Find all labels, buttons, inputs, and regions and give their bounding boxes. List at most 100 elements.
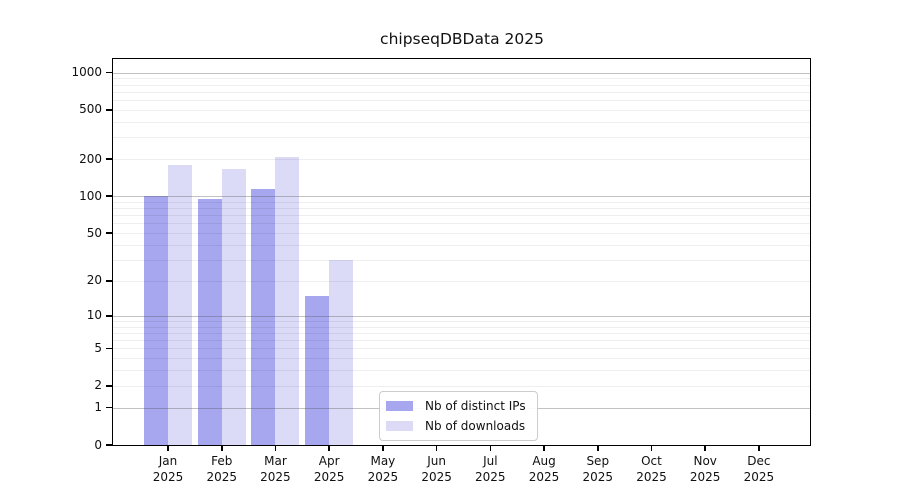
gridline-major-10 — [113, 315, 811, 317]
x-tick-year: 2025 — [689, 470, 721, 484]
x-tick-label-oct: Oct 2025 — [619, 453, 683, 485]
x-tick-mark-nov — [704, 445, 706, 451]
bar-apr-distinct-ips — [305, 295, 330, 445]
y-tick-mark-0 — [106, 444, 112, 446]
gridline-minor — [113, 340, 811, 342]
x-tick-mark-apr — [328, 445, 330, 451]
x-tick-month: May — [370, 454, 396, 468]
y-tick-label-0: 0 — [94, 437, 102, 452]
gridline-minor — [113, 84, 811, 86]
y-tick-mark-200 — [106, 158, 112, 160]
x-tick-label-sep: Sep 2025 — [566, 453, 630, 485]
gridline-minor — [113, 326, 811, 328]
x-tick-month: Aug — [532, 454, 556, 468]
x-tick-label-feb: Feb 2025 — [190, 453, 254, 485]
x-tick-month: Oct — [641, 454, 662, 468]
gridline-major-1000 — [113, 72, 811, 74]
x-tick-month: Jun — [427, 454, 446, 468]
gridline-minor — [113, 244, 811, 246]
x-tick-mark-mar — [274, 445, 277, 451]
bar-apr-downloads — [329, 259, 354, 445]
legend-item-distinct-ips: Nb of distinct IPs — [386, 399, 526, 413]
y-tick-mark-50 — [106, 232, 112, 234]
bar-feb-distinct-ips — [197, 198, 222, 445]
legend-label-distinct-ips: Nb of distinct IPs — [425, 399, 526, 413]
legend-swatch-distinct-ips-icon — [386, 401, 413, 411]
x-tick-year: 2025 — [152, 470, 184, 484]
x-tick-label-jul: Jul 2025 — [458, 453, 522, 485]
y-tick-label-100: 100 — [79, 188, 102, 203]
legend-swatch-downloads-icon — [386, 421, 413, 431]
gridline-minor — [113, 332, 811, 334]
y-tick-label-10: 10 — [86, 308, 102, 323]
x-tick-year: 2025 — [206, 470, 237, 484]
y-tick-mark-1 — [106, 406, 112, 409]
gridline-minor — [113, 223, 811, 225]
y-tick-mark-10 — [106, 314, 112, 317]
x-tick-label-jan: Jan 2025 — [136, 453, 200, 485]
y-tick-label-1000: 1000 — [71, 65, 102, 80]
legend-label-downloads: Nb of downloads — [425, 419, 526, 433]
x-tick-mark-jun — [435, 445, 438, 451]
x-tick-mark-sep — [596, 445, 599, 451]
gridline-minor — [113, 109, 811, 111]
x-tick-label-may: May 2025 — [351, 453, 415, 485]
y-tick-mark-20 — [106, 280, 112, 282]
x-tick-mark-oct — [650, 445, 653, 451]
gridline-minor — [113, 137, 811, 139]
x-tick-label-aug: Aug 2025 — [512, 453, 576, 485]
y-tick-label-50: 50 — [86, 225, 102, 240]
y-tick-mark-500 — [106, 109, 112, 111]
x-tick-mark-aug — [543, 445, 545, 451]
gridline-minor — [113, 348, 811, 350]
gridline-minor — [113, 259, 811, 261]
x-tick-month: Nov — [693, 454, 717, 468]
x-tick-month: Jan — [158, 454, 178, 468]
x-tick-year: 2025 — [313, 470, 345, 484]
x-tick-mark-may — [382, 445, 384, 451]
x-tick-mark-dec — [758, 445, 760, 451]
bar-mar-distinct-ips — [251, 188, 276, 445]
gridline-minor — [113, 358, 811, 360]
x-tick-label-jun: Jun 2025 — [405, 453, 469, 485]
x-tick-month: Sep — [586, 454, 610, 468]
y-tick-label-500: 500 — [79, 102, 102, 117]
x-tick-year: 2025 — [421, 470, 452, 484]
gridline-major-100 — [113, 196, 811, 198]
y-tick-mark-2 — [106, 384, 112, 387]
gridline-minor — [113, 91, 811, 93]
legend: Nb of distinct IPs Nb of downloads — [379, 391, 538, 441]
y-tick-label-1: 1 — [94, 400, 102, 415]
x-tick-year: 2025 — [636, 470, 667, 484]
gridline-minor — [113, 215, 811, 217]
x-tick-month: Mar — [264, 454, 287, 468]
gridline-minor — [113, 201, 811, 203]
bar-jan-downloads — [168, 164, 192, 445]
x-tick-year: 2025 — [528, 470, 560, 484]
legend-item-downloads: Nb of downloads — [386, 419, 526, 433]
x-tick-month: Feb — [211, 454, 233, 468]
y-tick-label-2: 2 — [94, 378, 102, 393]
gridline-minor — [113, 280, 811, 282]
gridline-minor — [113, 233, 811, 235]
x-tick-year: 2025 — [743, 470, 775, 484]
plot-area — [113, 59, 811, 445]
x-tick-year: 2025 — [367, 470, 399, 484]
gridline-minor — [113, 385, 811, 387]
x-tick-mark-feb — [220, 445, 223, 451]
gridline-minor — [113, 208, 811, 210]
x-tick-label-mar: Mar 2025 — [243, 453, 307, 485]
x-tick-year: 2025 — [260, 470, 291, 484]
x-tick-mark-jul — [489, 445, 492, 451]
gridline-minor — [113, 100, 811, 102]
x-tick-label-dec: Dec 2025 — [727, 453, 791, 485]
x-tick-label-apr: Apr 2025 — [297, 453, 361, 485]
y-tick-mark-5 — [106, 347, 112, 350]
x-tick-mark-jan — [167, 445, 169, 451]
gridline-minor — [113, 320, 811, 322]
x-tick-month: Apr — [318, 454, 340, 468]
bar-feb-downloads — [221, 169, 246, 445]
gridline-minor — [113, 121, 811, 123]
y-tick-label-5: 5 — [94, 340, 102, 355]
